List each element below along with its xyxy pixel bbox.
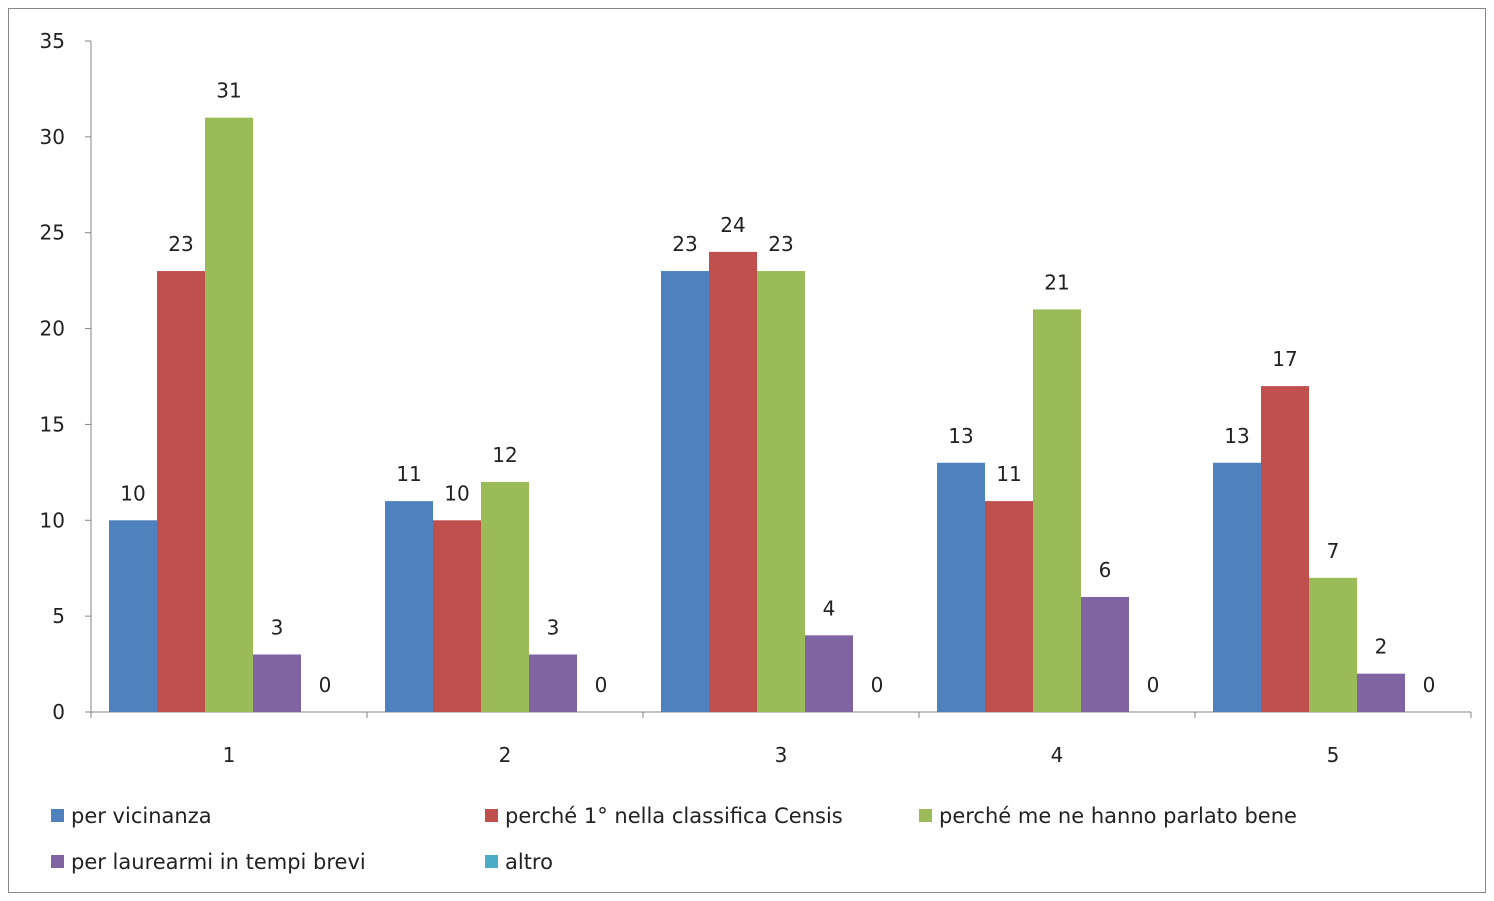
y-tick-label: 0	[52, 700, 65, 724]
bar	[253, 654, 301, 712]
legend-label: perché 1° nella classifica Censis	[505, 804, 843, 828]
data-label: 0	[871, 673, 884, 697]
bar	[1213, 462, 1261, 712]
y-tick-label: 35	[40, 29, 65, 53]
legend-label: perché me ne hanno parlato bene	[939, 804, 1297, 828]
data-label: 0	[1423, 673, 1436, 697]
bar	[1081, 596, 1129, 712]
chart-frame: 0 5 10 15 20 25 30 35 1 2 3 4 5 10 23 31 3 0 11 10 12 3 0 23 24…	[8, 8, 1486, 893]
bar	[481, 481, 529, 712]
data-label: 0	[595, 673, 608, 697]
data-label: 4	[823, 596, 836, 620]
data-label: 0	[1147, 673, 1160, 697]
data-label: 23	[168, 232, 193, 256]
bar	[937, 462, 985, 712]
bar	[709, 251, 757, 712]
legend-swatch	[51, 855, 64, 868]
legend-swatch	[919, 809, 932, 822]
data-label: 6	[1099, 558, 1112, 582]
bar	[661, 271, 709, 712]
bar	[109, 520, 157, 712]
bar	[805, 635, 853, 712]
legend-label: per vicinanza	[71, 804, 212, 828]
data-label: 7	[1327, 539, 1340, 563]
data-label: 12	[492, 443, 517, 467]
data-label: 17	[1272, 347, 1297, 371]
bar	[157, 271, 205, 712]
legend-label: per laurearmi in tempi brevi	[71, 850, 366, 874]
bar	[1033, 309, 1081, 712]
legend-swatch	[485, 809, 498, 822]
bar	[757, 271, 805, 712]
data-label: 23	[672, 232, 697, 256]
bar	[985, 501, 1033, 712]
data-label: 11	[996, 462, 1021, 486]
y-tick-label: 25	[40, 221, 65, 245]
data-label: 0	[319, 673, 332, 697]
data-label: 10	[444, 481, 469, 505]
data-label: 23	[768, 232, 793, 256]
bar	[385, 501, 433, 712]
data-label: 21	[1044, 270, 1069, 294]
legend-swatch	[51, 809, 64, 822]
x-tick-label: 1	[223, 743, 236, 767]
data-label: 2	[1375, 635, 1388, 659]
legend-swatch	[485, 855, 498, 868]
data-label: 13	[1224, 424, 1249, 448]
x-tick-label: 4	[1051, 743, 1064, 767]
data-label: 3	[271, 615, 284, 639]
y-tick-label: 10	[40, 508, 65, 532]
y-tick-label: 30	[40, 125, 65, 149]
data-label: 3	[547, 615, 560, 639]
chart-legend: per vicinanza perché 1° nella classifica …	[51, 804, 1297, 874]
bar	[1309, 577, 1357, 712]
bar	[433, 520, 481, 712]
x-tick-label: 3	[775, 743, 788, 767]
chart-data-labels: 10 23 31 3 0 11 10 12 3 0 23 24 23 4 0 13 11 21 6 0 13 17 7 2 0	[120, 79, 1435, 697]
bar	[1261, 386, 1309, 712]
bar	[205, 117, 253, 712]
data-label: 11	[396, 462, 421, 486]
data-label: 10	[120, 481, 145, 505]
bar	[1357, 673, 1405, 712]
x-tick-label: 2	[499, 743, 512, 767]
data-label: 24	[720, 213, 745, 237]
bar	[529, 654, 577, 712]
data-label: 31	[216, 79, 241, 103]
y-tick-label: 20	[40, 317, 65, 341]
chart-bars	[109, 117, 1405, 712]
legend-label: altro	[505, 850, 553, 874]
y-tick-label: 15	[40, 412, 65, 436]
y-tick-label: 5	[52, 604, 65, 628]
x-tick-label: 5	[1327, 743, 1340, 767]
data-label: 13	[948, 424, 973, 448]
